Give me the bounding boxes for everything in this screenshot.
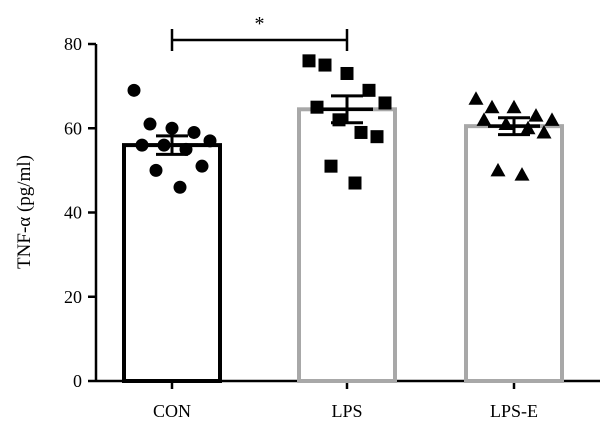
data-point <box>149 163 163 177</box>
bar-lps-e <box>464 124 564 383</box>
data-point <box>362 83 376 97</box>
error-bar <box>321 94 373 125</box>
y-axis: 0 20 40 60 80 <box>64 34 98 391</box>
data-point <box>354 125 368 139</box>
data-point <box>203 134 217 148</box>
data-point <box>536 124 552 139</box>
significance-label: * <box>255 13 265 35</box>
data-point <box>370 130 384 144</box>
data-point <box>490 162 506 177</box>
data-point <box>498 116 514 131</box>
data-point <box>318 58 332 72</box>
data-point <box>514 167 530 181</box>
y-tick-label: 60 <box>64 118 82 138</box>
data-point <box>544 112 560 126</box>
x-tick-label: LPS-E <box>490 401 538 421</box>
significance-bracket: * <box>170 13 349 51</box>
data-point <box>179 142 193 156</box>
data-point <box>484 99 500 114</box>
data-point <box>302 54 316 68</box>
bar-con <box>122 143 222 383</box>
data-point <box>348 176 362 190</box>
data-point <box>157 138 171 152</box>
data-point <box>187 125 201 139</box>
data-point <box>520 120 536 135</box>
y-tick-label: 80 <box>64 34 82 54</box>
y-tick-label: 0 <box>73 371 82 391</box>
x-tick-label: LPS <box>331 401 362 421</box>
data-point <box>378 96 392 110</box>
data-point <box>340 66 354 80</box>
data-point <box>476 112 492 126</box>
error-bar <box>488 116 540 137</box>
x-axis: CON LPS LPS-E <box>96 379 600 421</box>
data-point <box>165 121 179 135</box>
data-point <box>506 99 522 114</box>
data-point <box>173 180 187 194</box>
x-tick-label: CON <box>153 401 191 421</box>
y-axis-title: TNF-α (pg/ml) <box>14 155 35 269</box>
y-tick-label: 20 <box>64 287 82 307</box>
data-point <box>310 100 324 114</box>
data-point <box>135 138 149 152</box>
data-point <box>127 83 141 97</box>
data-point <box>332 113 346 127</box>
data-point <box>195 159 209 173</box>
data-point <box>528 108 544 122</box>
bar-lps <box>297 107 397 383</box>
y-tick-label: 40 <box>64 203 82 223</box>
data-point <box>324 159 338 173</box>
data-point <box>143 117 157 131</box>
data-point <box>468 91 484 105</box>
